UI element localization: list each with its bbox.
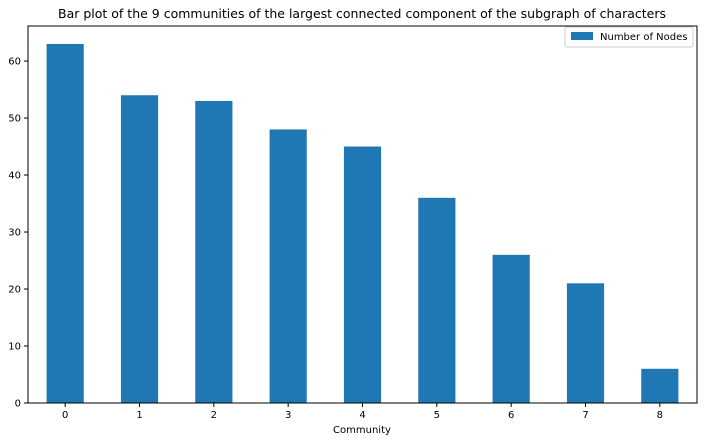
bar — [195, 100, 233, 403]
x-tick-label: 6 — [508, 410, 514, 421]
chart-title: Bar plot of the 9 communities of the lar… — [58, 6, 666, 21]
bar — [46, 43, 84, 403]
bar — [269, 129, 307, 403]
y-tick-label: 40 — [8, 171, 21, 182]
plot-area — [46, 43, 679, 404]
x-tick-label: 4 — [359, 410, 365, 421]
x-axis: 0 1 2 3 4 5 6 7 8 — [62, 403, 663, 421]
y-tick-label: 60 — [8, 57, 21, 68]
legend-box — [564, 26, 694, 48]
x-tick-label: 3 — [285, 410, 291, 421]
x-tick-label: 1 — [136, 410, 142, 421]
x-tick-label: 5 — [434, 410, 440, 421]
bar — [641, 368, 679, 403]
x-tick-label: 8 — [657, 410, 663, 421]
y-tick-label: 50 — [8, 114, 21, 125]
bar — [343, 146, 382, 404]
y-tick-label: 0 — [15, 399, 21, 410]
x-tick-label: 2 — [211, 410, 217, 421]
legend-label: Number of Nodes — [600, 32, 687, 43]
x-tick-label: 7 — [582, 410, 588, 421]
y-tick-label: 20 — [8, 285, 21, 296]
y-tick-label: 30 — [8, 228, 21, 239]
x-axis-label: Community — [333, 425, 391, 436]
bar — [492, 254, 530, 403]
legend-swatch — [571, 32, 593, 40]
bar — [566, 283, 605, 403]
bar — [120, 95, 159, 404]
x-tick-label: 0 — [62, 410, 68, 421]
legend: Number of Nodes — [564, 26, 694, 48]
bar — [418, 197, 456, 403]
y-axis: 0 10 20 30 40 50 60 — [8, 57, 28, 410]
y-tick-label: 10 — [8, 342, 21, 353]
